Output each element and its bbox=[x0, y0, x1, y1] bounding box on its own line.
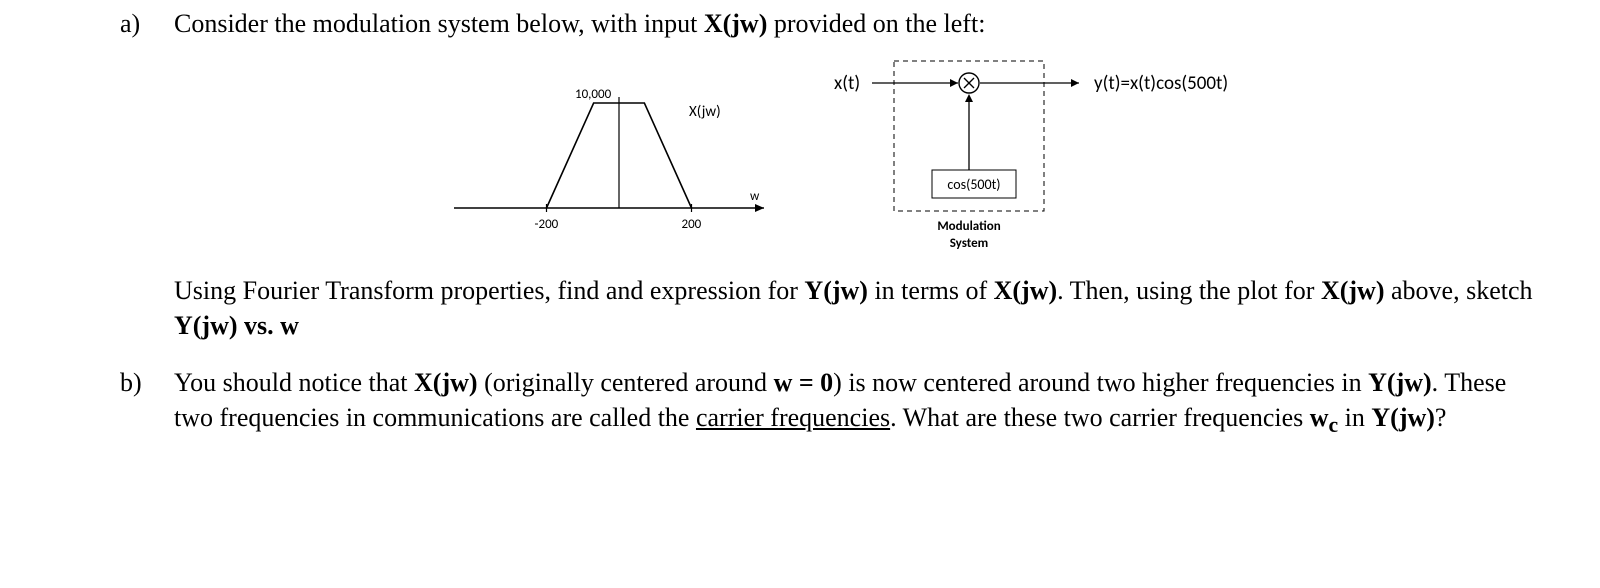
block-diagram-svg: x(t) y(t)=x(t)cos(500t) cos(500t) Modulatio… bbox=[794, 55, 1264, 255]
figure-row: 10,000 X(jw) w -200 200 x(t) y(t)=x(t)cos(500… bbox=[174, 55, 1540, 255]
part-b-text: You should notice that X(jw) (originally… bbox=[174, 365, 1540, 441]
svg-text:200: 200 bbox=[682, 217, 702, 232]
pb-b5: Y(jw) bbox=[1371, 403, 1435, 432]
spectrum-plot-svg: 10,000 X(jw) w -200 200 bbox=[454, 68, 784, 243]
pb-t6: in bbox=[1338, 403, 1371, 432]
svg-text:w: w bbox=[750, 189, 760, 204]
pb-t3: ) is now centered around two higher freq… bbox=[833, 368, 1368, 397]
part-a-intro-2: provided on the left: bbox=[767, 9, 985, 38]
pa-b1: Using Fourier Transform properties, find… bbox=[174, 276, 804, 305]
part-a-intro: Consider the modulation system below, wi… bbox=[174, 6, 1540, 41]
pb-b1: X(jw) bbox=[414, 368, 478, 397]
pb-b3: Y(jw) bbox=[1368, 368, 1432, 397]
pb-u1: carrier frequencies bbox=[696, 403, 890, 432]
svg-text:cos(500t): cos(500t) bbox=[947, 176, 1000, 193]
pb-t1: You should notice that bbox=[174, 368, 414, 397]
pb-b4-sub: c bbox=[1329, 414, 1339, 438]
svg-text:System: System bbox=[950, 236, 989, 251]
block-diagram: x(t) y(t)=x(t)cos(500t) cos(500t) Modulatio… bbox=[794, 55, 1264, 255]
pb-b4-pre: w bbox=[1310, 403, 1329, 432]
pa-bb2: X(jw) bbox=[994, 276, 1058, 305]
pb-b4: wc bbox=[1310, 403, 1338, 432]
part-b: b) You should notice that X(jw) (origina… bbox=[120, 365, 1540, 441]
pa-bb3: X(jw) bbox=[1321, 276, 1385, 305]
part-a-body-text: Using Fourier Transform properties, find… bbox=[174, 273, 1540, 343]
pa-b3: . Then, using the plot for bbox=[1057, 276, 1321, 305]
part-a: a) Consider the modulation system below,… bbox=[120, 6, 1540, 343]
part-a-body: Consider the modulation system below, wi… bbox=[174, 6, 1540, 343]
part-a-intro-bold: X(jw) bbox=[704, 9, 768, 38]
svg-text:10,000: 10,000 bbox=[575, 87, 612, 102]
svg-text:Modulation: Modulation bbox=[937, 219, 1000, 234]
part-b-label: b) bbox=[120, 365, 174, 441]
part-a-label: a) bbox=[120, 6, 174, 343]
pa-b2: in terms of bbox=[868, 276, 994, 305]
part-a-intro-1: Consider the modulation system below, wi… bbox=[174, 9, 704, 38]
svg-text:X(jw): X(jw) bbox=[689, 103, 721, 121]
pb-b2: w = 0 bbox=[774, 368, 834, 397]
pa-bb4: Y(jw) vs. w bbox=[174, 311, 299, 340]
pa-bb1: Y(jw) bbox=[804, 276, 868, 305]
pa-b4: above, sketch bbox=[1385, 276, 1533, 305]
part-b-body: You should notice that X(jw) (originally… bbox=[174, 365, 1540, 441]
pb-t5: . What are these two carrier frequencies bbox=[890, 403, 1310, 432]
svg-text:y(t)=x(t)cos(500t): y(t)=x(t)cos(500t) bbox=[1094, 72, 1228, 95]
svg-text:-200: -200 bbox=[535, 217, 559, 232]
pb-t2: (originally centered around bbox=[478, 368, 774, 397]
svg-text:x(t): x(t) bbox=[834, 72, 860, 95]
spectrum-plot: 10,000 X(jw) w -200 200 bbox=[454, 68, 784, 243]
pb-t7: ? bbox=[1435, 403, 1447, 432]
